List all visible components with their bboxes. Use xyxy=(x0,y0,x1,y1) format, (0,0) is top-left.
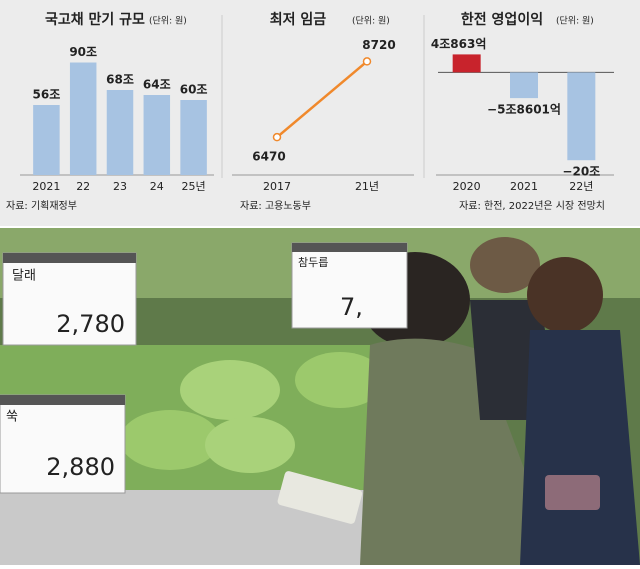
x-tick-label: 24 xyxy=(150,180,164,193)
bar xyxy=(106,90,134,175)
bar xyxy=(33,105,60,175)
value-label: 64조 xyxy=(143,78,171,92)
tag-name: 달래 xyxy=(12,269,36,284)
price-tag: 쑥 2,880 xyxy=(0,394,126,494)
value-label: 8720 xyxy=(362,38,395,52)
price-tag: 달래 2,780 xyxy=(2,252,137,346)
value-label: −5조8601억 xyxy=(487,103,561,117)
value-label: −20조 xyxy=(562,165,600,179)
unit-label: (단위: 원) xyxy=(556,16,594,27)
chart-title: 한전 영업이익 xyxy=(461,11,543,28)
chart-title: 최저 임금 xyxy=(270,12,327,28)
x-tick-label: 23 xyxy=(113,180,127,193)
tag-price: 2,880 xyxy=(46,453,115,481)
tag-name: 쑥 xyxy=(6,410,18,425)
chart-panel xyxy=(0,0,640,226)
value-label: 6470 xyxy=(252,150,285,164)
point xyxy=(362,57,372,66)
source: 자료: 기획재정부 xyxy=(6,200,77,212)
bar xyxy=(567,72,596,161)
value-label: 68조 xyxy=(106,73,134,87)
unit-label: (단위: 원) xyxy=(149,16,187,27)
bar xyxy=(510,72,538,99)
value-label: 4조863억 xyxy=(431,37,486,51)
x-tick-label: 22 xyxy=(76,180,90,193)
value-label: 60조 xyxy=(180,83,208,97)
unit-label: (단위: 원) xyxy=(352,16,390,27)
bar xyxy=(143,95,171,175)
tag-name: 참두릅 xyxy=(298,256,328,269)
source: 자료: 고용노동부 xyxy=(240,200,311,212)
bar xyxy=(452,54,481,73)
x-tick-label: 2017 xyxy=(263,180,291,193)
bar xyxy=(69,62,97,175)
value-label: 90조 xyxy=(69,45,97,59)
chart-title: 국고채 만기 규모 xyxy=(45,12,145,28)
bar xyxy=(180,100,207,175)
tag-price: 7, xyxy=(340,293,363,321)
line xyxy=(276,60,368,139)
x-tick-label: 25년 xyxy=(182,180,206,193)
value-label: 56조 xyxy=(33,88,61,102)
x-tick-label: 21년 xyxy=(355,180,379,193)
x-tick-label: 2021 xyxy=(32,180,60,193)
x-tick-label: 2021 xyxy=(510,180,538,193)
x-tick-label: 22년 xyxy=(569,180,593,193)
x-tick-label: 2020 xyxy=(453,180,481,193)
source: 자료: 한전, 2022년은 시장 전망치 xyxy=(459,200,605,212)
price-tag: 참두릅 7, xyxy=(291,242,408,329)
tag-price: 2,780 xyxy=(56,310,125,338)
point xyxy=(272,132,282,142)
